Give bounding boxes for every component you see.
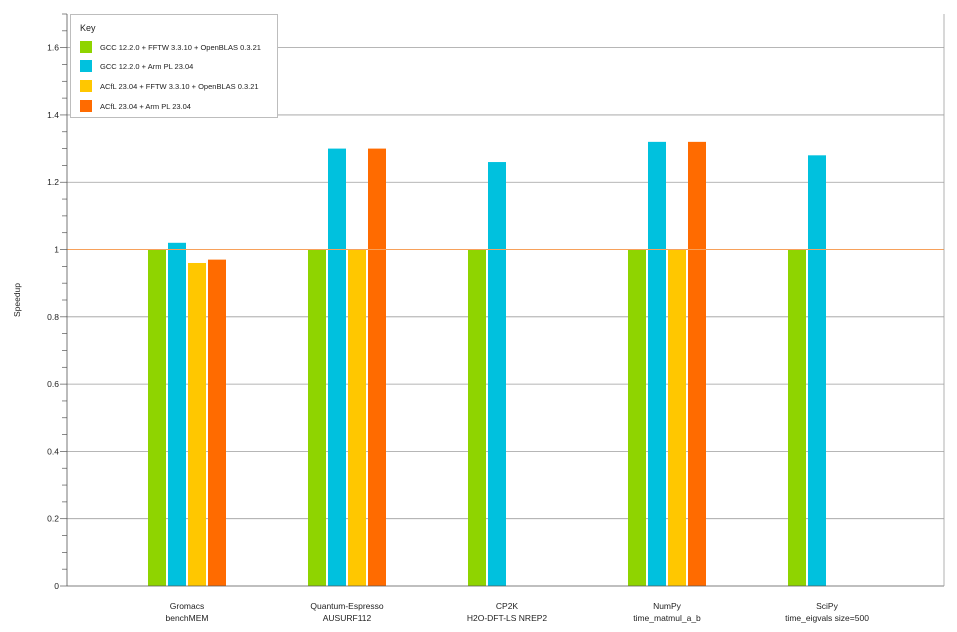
x-tick-label: benchMEM bbox=[166, 613, 209, 623]
legend-item: ACfL 23.04 + Arm PL 23.04 bbox=[80, 100, 191, 112]
legend-swatch bbox=[80, 80, 92, 92]
bar bbox=[328, 148, 346, 586]
y-tick-label: 1 bbox=[54, 245, 59, 255]
legend-item: ACfL 23.04 + FFTW 3.3.10 + OpenBLAS 0.3.… bbox=[80, 80, 259, 92]
y-tick-label: 0.8 bbox=[47, 312, 59, 322]
y-tick-label: 1.6 bbox=[47, 43, 59, 53]
y-axis-label: Speedup bbox=[12, 283, 22, 317]
legend-swatch bbox=[80, 60, 92, 72]
bar bbox=[688, 141, 706, 586]
bar bbox=[148, 249, 166, 586]
x-tick-label: time_matmul_a_b bbox=[633, 613, 701, 623]
y-tick-label: 0.4 bbox=[47, 446, 59, 456]
x-tick-label: Gromacs bbox=[170, 601, 204, 611]
x-tick-label: time_eigvals size=500 bbox=[785, 613, 869, 623]
bar bbox=[348, 249, 366, 586]
y-tick-label: 0.2 bbox=[47, 514, 59, 524]
legend: Key GCC 12.2.0 + FFTW 3.3.10 + OpenBLAS … bbox=[70, 14, 278, 118]
bar bbox=[188, 262, 206, 586]
y-tick-label: 1.2 bbox=[47, 177, 59, 187]
bar bbox=[668, 249, 686, 586]
legend-title: Key bbox=[80, 23, 96, 33]
bar bbox=[208, 259, 226, 586]
bar bbox=[308, 249, 326, 586]
x-tick-label: Quantum-Espresso bbox=[310, 601, 383, 611]
legend-item: GCC 12.2.0 + FFTW 3.3.10 + OpenBLAS 0.3.… bbox=[80, 41, 261, 53]
bar bbox=[488, 162, 506, 586]
y-tick-label: 0.6 bbox=[47, 379, 59, 389]
bar bbox=[648, 141, 666, 586]
legend-item: GCC 12.2.0 + Arm PL 23.04 bbox=[80, 60, 193, 72]
x-tick-label: NumPy bbox=[653, 601, 682, 611]
bar bbox=[628, 249, 646, 586]
y-tick-label: 0 bbox=[54, 581, 59, 591]
x-tick-label: AUSURF112 bbox=[323, 613, 372, 623]
bar bbox=[368, 148, 386, 586]
bar bbox=[808, 155, 826, 587]
legend-label: ACfL 23.04 + Arm PL 23.04 bbox=[100, 101, 191, 111]
bar bbox=[468, 249, 486, 586]
x-tick-label: CP2K bbox=[496, 601, 519, 611]
bar bbox=[168, 242, 186, 587]
legend-label: ACfL 23.04 + FFTW 3.3.10 + OpenBLAS 0.3.… bbox=[100, 81, 259, 91]
legend-swatch bbox=[80, 41, 92, 53]
legend-label: GCC 12.2.0 + FFTW 3.3.10 + OpenBLAS 0.3.… bbox=[100, 42, 261, 52]
legend-label: GCC 12.2.0 + Arm PL 23.04 bbox=[100, 61, 194, 71]
y-tick-label: 1.4 bbox=[47, 110, 59, 120]
x-tick-label: SciPy bbox=[816, 601, 838, 611]
x-tick-label: H2O-DFT-LS NREP2 bbox=[467, 613, 548, 623]
bar bbox=[788, 249, 806, 586]
legend-swatch bbox=[80, 100, 92, 112]
